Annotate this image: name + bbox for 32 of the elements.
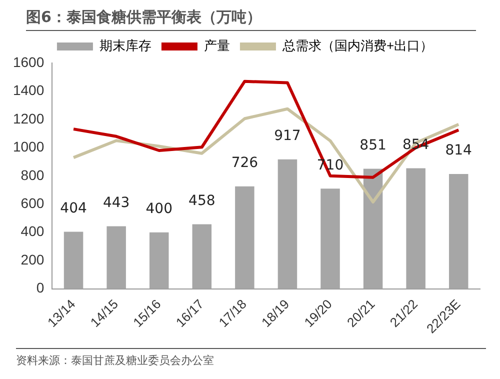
bar bbox=[149, 232, 169, 289]
y-tick-label: 600 bbox=[20, 195, 44, 212]
y-tick-label: 800 bbox=[20, 166, 44, 183]
chart-title: 图6：泰国食糖供需平衡表（万吨） bbox=[26, 8, 476, 31]
bar bbox=[235, 186, 254, 289]
data-label: 814 bbox=[445, 142, 472, 159]
data-label: 443 bbox=[102, 194, 130, 211]
y-tick-label: 1000 bbox=[12, 138, 44, 155]
legend-label: 期末库存 bbox=[99, 38, 152, 54]
y-tick-label: 400 bbox=[20, 223, 44, 240]
bar bbox=[448, 174, 468, 289]
data-label: 404 bbox=[60, 200, 87, 216]
bar bbox=[106, 226, 126, 289]
data-label: 458 bbox=[188, 192, 216, 209]
bar bbox=[406, 168, 426, 289]
data-label: 726 bbox=[231, 155, 258, 172]
y-tick-label: 0 bbox=[36, 280, 44, 296]
data-label: 917 bbox=[274, 128, 301, 144]
bar bbox=[278, 159, 298, 289]
bar bbox=[192, 224, 212, 289]
y-tick-label: 1400 bbox=[12, 82, 44, 98]
legend-label: 总需求（国内消费+出口） bbox=[281, 38, 434, 54]
y-tick-label: 1200 bbox=[12, 110, 44, 126]
data-label: 400 bbox=[146, 201, 172, 218]
y-tick-label: 200 bbox=[20, 251, 44, 268]
legend-label: 产量 bbox=[204, 38, 230, 54]
y-tick-label: 1600 bbox=[12, 54, 44, 70]
bar bbox=[64, 232, 84, 289]
bar bbox=[320, 188, 340, 289]
text: 资料来源：泰国甘蔗及糖业委员会办公室 bbox=[16, 348, 486, 368]
bar bbox=[363, 168, 383, 289]
data-label: 851 bbox=[360, 137, 386, 154]
